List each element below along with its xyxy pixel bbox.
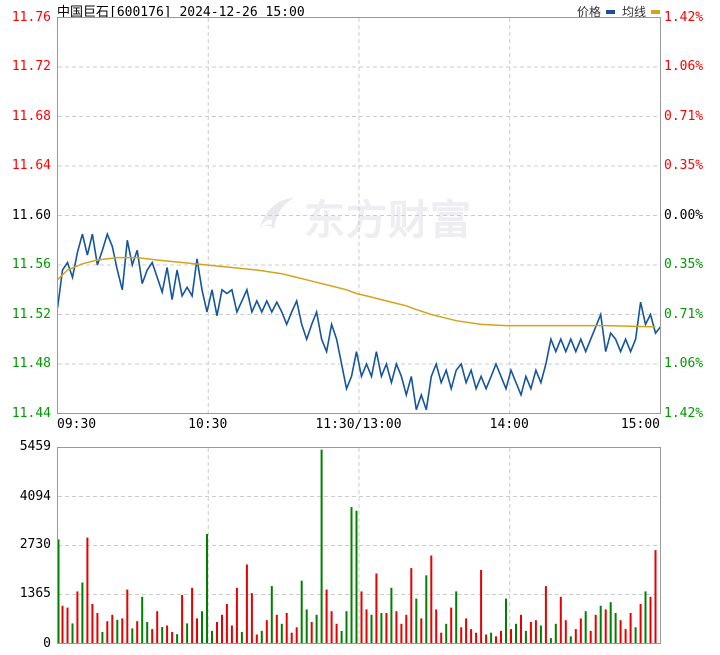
legend-item-avg[interactable]: 均线 bbox=[622, 3, 660, 20]
legend: 价格 均线 bbox=[577, 3, 660, 20]
volume-axis-left: 5459 4094 2730 1365 0 bbox=[0, 439, 53, 651]
percent-tick-label: 1.42% bbox=[664, 10, 704, 25]
price-swatch-icon bbox=[605, 9, 615, 14]
price-tick-label: 11.44 bbox=[11, 406, 51, 421]
legend-avg-label: 均线 bbox=[621, 5, 646, 19]
time-axis: 09:30 10:30 11:30/13:00 14:00 15:00 bbox=[0, 417, 720, 433]
legend-item-price[interactable]: 价格 bbox=[577, 3, 615, 20]
percent-tick-label: 0.00% bbox=[664, 208, 704, 223]
percent-tick-label: 0.71% bbox=[664, 109, 704, 124]
price-tick-label: 11.72 bbox=[11, 59, 51, 74]
price-axis-left: 11.76 11.72 11.68 11.64 11.60 11.56 11.52 11.48… bbox=[0, 0, 53, 430]
volume-tick-label: 5459 bbox=[19, 439, 51, 454]
price-tick-label: 11.60 bbox=[11, 208, 51, 223]
percent-tick-label: 0.35% bbox=[664, 158, 704, 173]
percent-tick-label: 1.42% bbox=[664, 406, 704, 421]
price-tick-label: 11.52 bbox=[11, 307, 51, 322]
price-tick-label: 11.68 bbox=[11, 109, 51, 124]
chart-title: 中国巨石[600176] 2024-12-26 15:00 bbox=[57, 5, 305, 20]
percent-tick-label: 0.71% bbox=[664, 307, 704, 322]
time-tick-label: 14:00 bbox=[489, 417, 529, 432]
percent-tick-label: 1.06% bbox=[664, 59, 704, 74]
volume-chart[interactable] bbox=[57, 447, 661, 644]
legend-price-label: 价格 bbox=[576, 5, 601, 19]
price-chart[interactable] bbox=[57, 17, 661, 414]
time-tick-label: 11:30/13:00 bbox=[315, 417, 402, 432]
percent-axis-right: 1.42% 1.06% 0.71% 0.35% 0.00% 0.35% 0.71% 1.06%… bbox=[664, 0, 720, 430]
price-tick-label: 11.48 bbox=[11, 356, 51, 371]
percent-tick-label: 1.06% bbox=[664, 356, 704, 371]
time-tick-label: 09:30 bbox=[57, 417, 97, 432]
time-tick-label: 15:00 bbox=[620, 417, 660, 432]
price-tick-label: 11.76 bbox=[11, 10, 51, 25]
volume-tick-label: 2730 bbox=[19, 537, 51, 552]
avg-swatch-icon bbox=[651, 9, 660, 14]
volume-tick-label: 1365 bbox=[19, 586, 51, 601]
volume-tick-label: 4094 bbox=[19, 489, 51, 504]
percent-tick-label: 0.35% bbox=[664, 257, 704, 272]
price-tick-label: 11.64 bbox=[11, 158, 51, 173]
volume-tick-label: 0 bbox=[43, 636, 51, 651]
time-tick-label: 10:30 bbox=[188, 417, 228, 432]
price-tick-label: 11.56 bbox=[11, 257, 51, 272]
